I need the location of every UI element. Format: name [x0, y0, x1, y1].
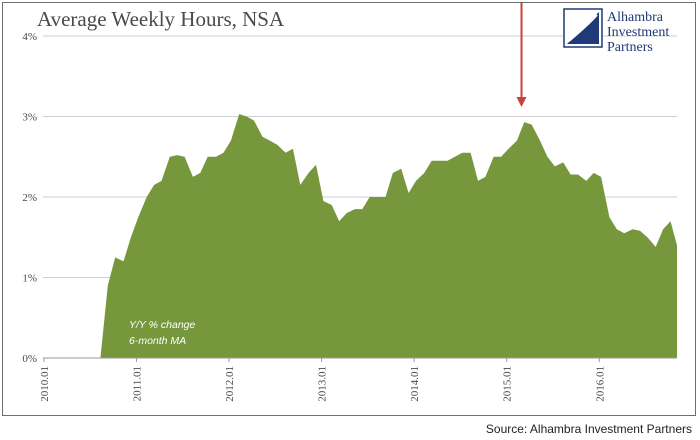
logo: Alhambra Investment Partners	[563, 8, 669, 55]
x-tick-label: 2016.01	[594, 366, 606, 402]
y-tick-label: 2%	[22, 192, 37, 204]
logo-swoosh-icon	[568, 14, 598, 42]
x-tick-label: 2013.01	[317, 366, 329, 402]
x-tick-label: 2010.01	[39, 366, 51, 402]
chart-title: Average Weekly Hours, NSA	[37, 7, 285, 31]
annotation-line-2: 6-month MA	[129, 335, 186, 347]
chart-frame: 0% 1% 2% 3% 4% 2010.01 2011.01 2012.01 2013.01 2…	[2, 2, 696, 416]
down-arrow-annotation	[516, 3, 527, 107]
x-tick-labels: 2010.01 2011.01 2012.01 2013.01 2014.01 2015.…	[39, 358, 606, 402]
logo-line-3: Partners	[607, 40, 653, 55]
logo-line-2: Investment	[607, 25, 669, 40]
logo-line-1: Alhambra	[607, 10, 664, 25]
y-tick-label: 0%	[22, 353, 37, 365]
x-tick-label: 2012.01	[224, 366, 236, 402]
arrow-head-icon	[516, 97, 527, 107]
chart-area: 0%1%2%3%4% 2010.01 2011.01 2012.01 2013.01 2…	[22, 3, 677, 402]
y-tick-label: 3%	[22, 112, 37, 124]
y-tick-labels: 0% 1% 2% 3% 4%	[22, 31, 37, 365]
x-tick-label: 2014.01	[409, 366, 421, 402]
annotation-line-1: Y/Y % change	[129, 319, 196, 331]
source-caption: Source: Alhambra Investment Partners	[485, 422, 692, 436]
x-tick-label: 2015.01	[502, 366, 514, 402]
y-tick-label: 1%	[22, 273, 37, 285]
series-area	[100, 114, 677, 358]
x-tick-label: 2011.01	[131, 366, 143, 401]
y-tick-label: 4%	[22, 31, 37, 43]
